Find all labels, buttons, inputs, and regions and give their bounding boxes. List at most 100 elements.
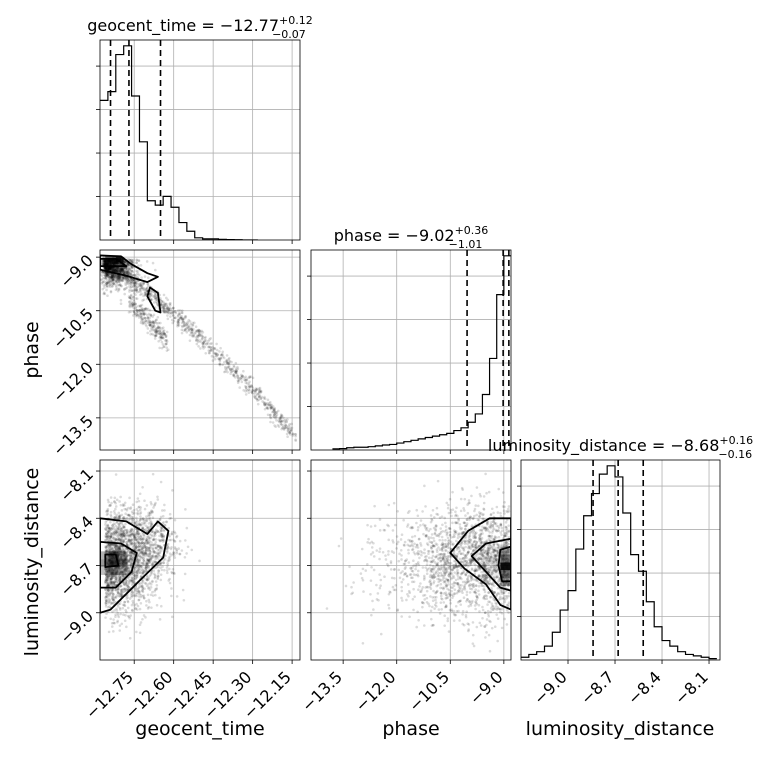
- sample-point: [138, 558, 142, 562]
- sample-point: [407, 538, 410, 542]
- sample-point: [129, 302, 133, 306]
- sample-point: [118, 592, 122, 596]
- sample-point: [443, 624, 446, 627]
- sample-point: [108, 579, 112, 583]
- sample-point: [109, 535, 113, 538]
- sample-point: [153, 503, 157, 506]
- sample-point: [107, 573, 111, 576]
- sample-point: [121, 266, 124, 270]
- sample-point: [138, 623, 142, 627]
- sample-point: [131, 553, 134, 556]
- sample-point: [104, 267, 107, 270]
- sample-point: [481, 532, 484, 535]
- sample-point: [143, 543, 147, 547]
- sample-point: [134, 289, 138, 293]
- sample-point: [115, 269, 119, 272]
- sample-point: [230, 370, 234, 374]
- sample-point: [159, 515, 163, 519]
- sample-point: [126, 277, 130, 280]
- sample-point: [159, 531, 162, 534]
- sample-point: [163, 332, 166, 335]
- sample-point: [263, 407, 267, 411]
- sample-point: [132, 282, 135, 285]
- sample-point: [288, 430, 292, 433]
- sample-point: [416, 569, 420, 573]
- sample-point: [159, 321, 162, 325]
- sample-point: [118, 545, 122, 549]
- sample-point: [174, 311, 178, 315]
- sample-point: [494, 554, 498, 557]
- sample-point: [104, 274, 108, 278]
- sample-point: [158, 534, 161, 538]
- sample-point: [132, 538, 135, 542]
- sample-point: [200, 337, 204, 340]
- sample-point: [447, 555, 451, 558]
- sample-point: [158, 546, 162, 550]
- sample-point: [274, 410, 278, 414]
- sample-point: [165, 342, 168, 346]
- sample-point: [119, 537, 123, 541]
- sample-point: [135, 576, 139, 579]
- sample-point: [168, 312, 171, 315]
- sample-point: [114, 269, 117, 273]
- sample-point: [138, 273, 141, 277]
- sample-point: [106, 593, 109, 596]
- sample-point: [118, 577, 122, 580]
- sample-point: [456, 600, 460, 604]
- sample-point: [452, 574, 455, 578]
- sample-point: [163, 304, 166, 308]
- sample-point: [115, 578, 118, 582]
- sample-point: [113, 544, 116, 548]
- sample-point: [109, 266, 112, 270]
- sample-point: [112, 602, 116, 605]
- sample-point: [127, 538, 131, 542]
- sample-point: [459, 552, 463, 555]
- sample-point: [122, 515, 126, 519]
- sample-point: [132, 295, 135, 299]
- sample-point: [105, 574, 109, 578]
- sample-point: [124, 528, 128, 532]
- sample-point: [105, 525, 108, 529]
- sample-point: [146, 578, 149, 582]
- sample-point: [110, 547, 114, 551]
- sample-point: [504, 540, 507, 544]
- sample-point: [182, 320, 186, 324]
- sample-point: [124, 269, 128, 272]
- sample-point: [129, 269, 133, 273]
- sample-point: [128, 290, 131, 293]
- sample-point: [109, 274, 112, 278]
- sample-point: [114, 276, 117, 280]
- sample-point: [142, 321, 145, 325]
- sample-point: [225, 360, 229, 364]
- sample-point: [138, 571, 142, 574]
- sample-point: [158, 596, 161, 600]
- sample-point: [234, 371, 237, 374]
- sample-point: [182, 598, 186, 602]
- sample-point: [117, 288, 121, 291]
- sample-point: [173, 551, 176, 555]
- sample-point: [139, 282, 143, 285]
- sample-point: [110, 274, 114, 278]
- sample-point: [286, 429, 290, 432]
- sample-point: [168, 306, 171, 310]
- sample-point: [104, 587, 107, 591]
- sample-point: [494, 558, 498, 561]
- title-label: geocent_time = −12.77: [87, 16, 279, 36]
- sample-point: [121, 526, 124, 530]
- sample-point: [115, 573, 118, 576]
- sample-point: [114, 284, 118, 287]
- sample-point: [154, 334, 157, 338]
- sample-point: [139, 545, 142, 549]
- sample-point: [129, 551, 132, 555]
- sample-point: [169, 302, 172, 305]
- sample-point: [133, 594, 137, 598]
- sample-point: [127, 514, 131, 517]
- sample-point: [140, 307, 143, 310]
- sample-point: [154, 593, 157, 597]
- sample-point: [166, 314, 169, 317]
- sample-point: [165, 551, 169, 554]
- sample-point: [416, 610, 419, 614]
- sample-point: [109, 504, 112, 507]
- sample-point: [149, 586, 153, 589]
- sample-point: [140, 541, 144, 544]
